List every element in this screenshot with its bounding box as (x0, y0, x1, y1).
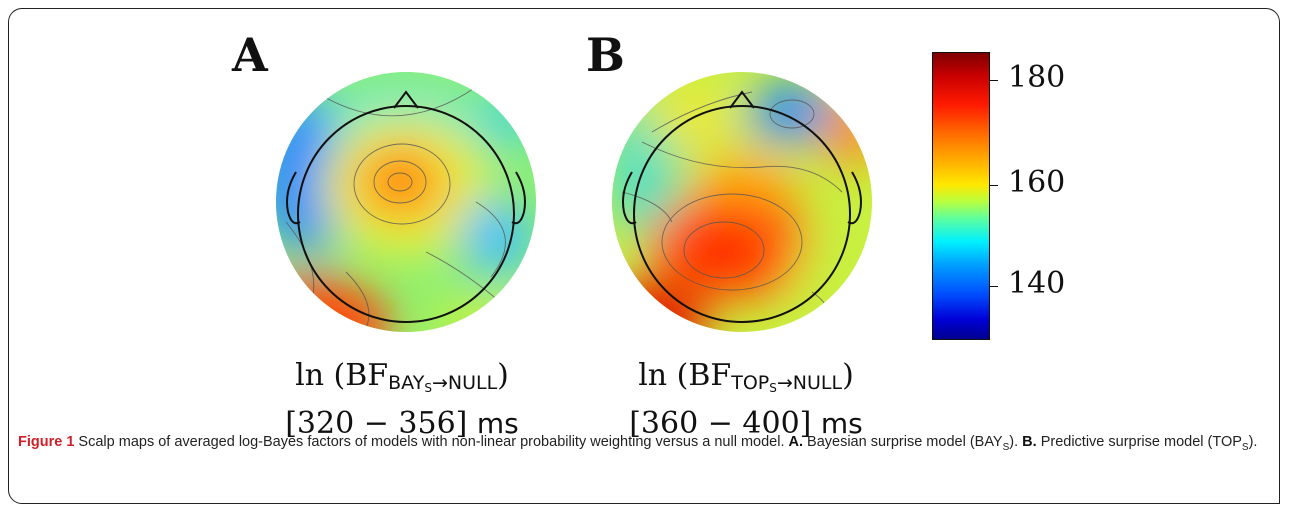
caption-label-a: A. (788, 434, 804, 450)
caption-sub-b: S (1241, 441, 1249, 453)
colorbar-label-180: 180 (1008, 60, 1066, 95)
panel-label-b: B (586, 28, 625, 82)
colorbar-label-160: 160 (1008, 165, 1066, 200)
formula-b: ln (BFTOPS→NULL) [360 − 400] ms (586, 358, 906, 442)
scalp-map-a (276, 72, 536, 332)
panel-label-a: A (232, 28, 268, 82)
caption-sub-a: S (1002, 441, 1010, 453)
formula-a-null: →NULL (431, 372, 498, 394)
formula-b-prefix: ln (BF (638, 358, 732, 393)
caption-label-b: B. (1022, 434, 1037, 450)
colorbar-tick-180 (990, 80, 998, 81)
colorbar-tick-160 (990, 185, 998, 186)
caption-text-2: Bayesian surprise model (BAY (803, 434, 1003, 450)
colorbar-label-140: 140 (1008, 266, 1066, 301)
figure-label: Figure 1 (18, 434, 75, 450)
formula-b-subsub: S (769, 381, 777, 395)
caption-text-4: Predictive surprise model (TOP (1036, 434, 1242, 450)
caption-text-1: Scalp maps of averaged log-Bayes factors… (74, 434, 789, 450)
formula-a-subscript: BAY (388, 372, 425, 394)
formula-b-null: →NULL (776, 372, 843, 394)
caption-text-5: ). (1248, 434, 1258, 450)
formula-b-subscript: TOP (731, 372, 770, 394)
formula-b-suffix: ) (842, 358, 854, 393)
formula-a-subsub: S (424, 381, 432, 395)
formula-a-suffix: ) (497, 358, 509, 393)
colorbar-tick-140 (990, 286, 998, 287)
unit-a: ms (476, 407, 519, 440)
time-window-a: [320 − 356] (285, 406, 468, 441)
time-window-b: [360 − 400] (629, 406, 812, 441)
formula-a-prefix: ln (BF (295, 358, 389, 393)
caption-text-3: ). (1009, 434, 1023, 450)
scalp-map-b (612, 72, 872, 332)
figure-frame (8, 8, 1280, 504)
formula-a: ln (BFBAYS→NULL) [320 − 356] ms (242, 358, 562, 442)
figure-caption: Figure 1 Scalp maps of averaged log-Baye… (18, 432, 1274, 458)
colorbar (932, 52, 990, 340)
unit-b: ms (820, 407, 863, 440)
